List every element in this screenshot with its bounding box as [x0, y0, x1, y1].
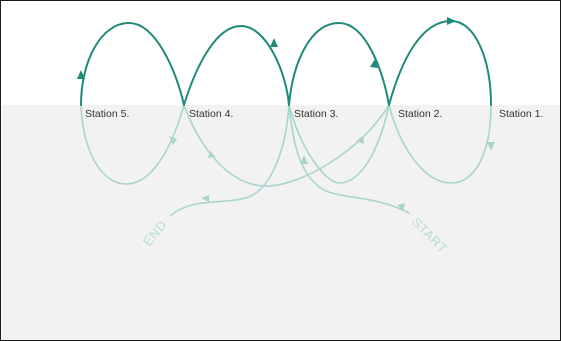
arrow-up-station-3-loop: [370, 59, 378, 68]
lower-band: [2, 105, 560, 340]
route-station-2-to-station-1: [388, 104, 492, 184]
arrow-station-2-sweep: [356, 136, 364, 144]
route-station-3-to-end: [170, 104, 290, 216]
arrow-down-station-4: [169, 136, 177, 145]
upper-route: [80, 19, 492, 106]
arrow-top-station-2-loop: [447, 17, 456, 25]
arrow-station-4-right: [208, 151, 216, 158]
station-4-label: Station 4.: [189, 108, 233, 120]
route-station-4-to-station-5: [80, 104, 185, 185]
upper-loop-station-3-2: [288, 21, 390, 106]
route-station-2-sweep-to-station-4: [183, 104, 390, 187]
arrow-up-station-3: [300, 155, 308, 164]
route-start-to-station-3: [288, 104, 410, 214]
route-station-3-to-station-2: [288, 104, 390, 184]
upper-loop-station-2-1: [388, 19, 492, 106]
arrow-up-station-5: [77, 70, 85, 79]
arrow-to-end: [201, 195, 209, 202]
arrow-down-station-1: [487, 142, 495, 151]
lower-route-arrows: [169, 136, 495, 211]
upper-loop-station-5-4: [80, 21, 185, 106]
upper-loop-station-4-3: [183, 24, 290, 106]
station-5-label: Station 5.: [85, 108, 129, 120]
upper-route-arrows: [77, 17, 456, 79]
station-1-label: Station 1.: [499, 108, 543, 120]
station-3-label: Station 3.: [294, 108, 338, 120]
arrow-start: [397, 203, 405, 211]
lower-route: [80, 104, 492, 216]
arrow-up-station-4-loop: [270, 38, 278, 47]
station-2-label: Station 2.: [398, 108, 442, 120]
